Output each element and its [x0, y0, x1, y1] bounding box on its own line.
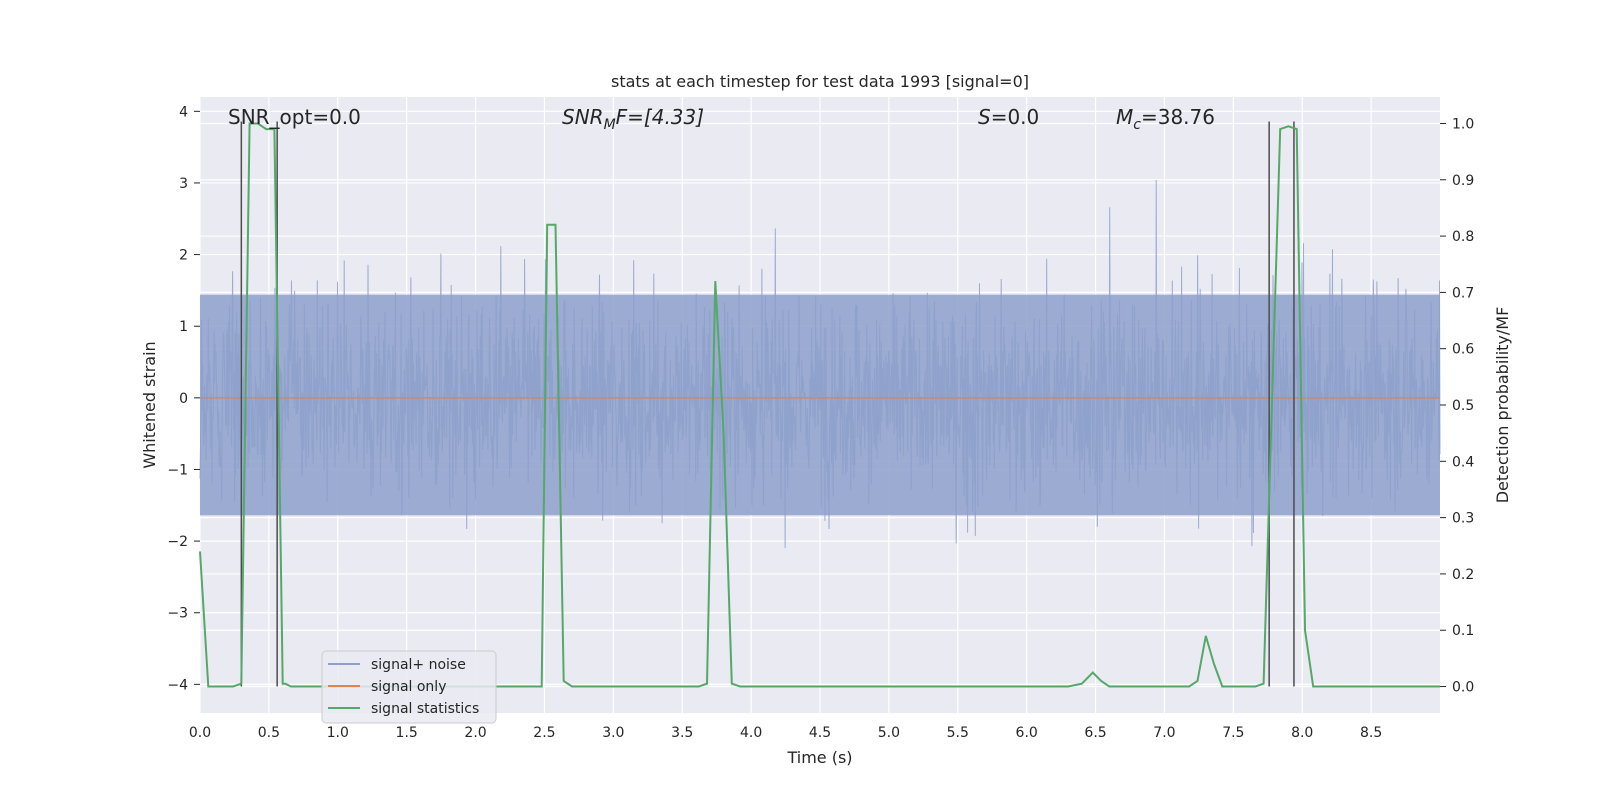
y-tick-label: −3 — [167, 606, 188, 622]
x-tick-label: 5.0 — [878, 725, 900, 741]
x-tick-label: 7.0 — [1153, 725, 1175, 741]
x-tick-label: 2.0 — [464, 725, 486, 741]
x-tick-label: 3.5 — [671, 725, 693, 741]
y-tick-label: 1 — [179, 319, 188, 335]
y-tick-label: 2 — [179, 248, 188, 264]
y2-tick-label: 0.9 — [1452, 173, 1474, 189]
annotation-mc: Mc=38.76 — [1116, 105, 1215, 133]
x-tick-label: 2.5 — [533, 725, 555, 741]
x-tick-label: 7.5 — [1222, 725, 1244, 741]
annotation-s-main: S — [978, 105, 991, 129]
y2-tick-label: 0.0 — [1452, 680, 1474, 696]
axis-ticks: 0.0 0.5 1.0 1.5 2.0 2.5 3.0 3.5 4.0 4.5 5.0 5.5 6.0 6… — [167, 104, 1474, 741]
annotation-mc-sub: c — [1133, 117, 1141, 133]
y-tick-label: −1 — [167, 462, 188, 478]
y2-tick-label: 0.3 — [1452, 511, 1474, 527]
y2-tick-label: 1.0 — [1452, 116, 1474, 132]
y-tick-label: 3 — [179, 176, 188, 192]
x-tick-label: 4.5 — [809, 725, 831, 741]
y2-tick-label: 0.8 — [1452, 229, 1474, 245]
y2-tick-label: 0.7 — [1452, 285, 1474, 301]
y2-tick-label: 0.1 — [1452, 623, 1474, 639]
annotation-snr-opt: SNR_opt=0.0 — [228, 105, 361, 129]
annotation-snr-mf: SNRMF=[4.33] — [562, 105, 704, 133]
y2-tick-label: 0.4 — [1452, 454, 1474, 470]
x-tick-label: 6.5 — [1084, 725, 1106, 741]
x-axis-label: Time (s) — [786, 748, 852, 767]
annotation-mc-tail: =38.76 — [1141, 105, 1215, 129]
annotation-snr-mf-tail: F=[4.33] — [616, 105, 704, 129]
y2-tick-label: 0.2 — [1452, 567, 1474, 583]
legend-label-signal-plus-noise: signal+ noise — [371, 657, 466, 673]
x-tick-label: 6.0 — [1016, 725, 1038, 741]
y-tick-label: 4 — [179, 104, 188, 120]
x-tick-label: 3.0 — [602, 725, 624, 741]
legend-label-signal-statistics: signal statistics — [371, 701, 479, 717]
y-axis-label: Whitened strain — [140, 341, 159, 468]
x-tick-label: 1.5 — [396, 725, 418, 741]
y2-axis-label: Detection probability/MF — [1493, 307, 1512, 504]
legend-box — [321, 650, 497, 724]
annotation-snr-mf-main: SNR — [562, 105, 604, 129]
y2-tick-label: 0.5 — [1452, 398, 1474, 414]
annotation-mc-main: M — [1116, 105, 1133, 129]
x-tick-label: 4.0 — [740, 725, 762, 741]
y-tick-label: −4 — [167, 677, 188, 693]
series-signal-statistics — [199, 122, 1440, 688]
x-tick-label: 1.0 — [327, 725, 349, 741]
y-tick-label: −2 — [167, 534, 188, 550]
vertical-markers — [240, 121, 1295, 687]
chart-title: stats at each timestep for test data 199… — [611, 72, 1029, 91]
annotation-snr-mf-sub: M — [604, 117, 616, 133]
x-tick-label: 8.5 — [1360, 725, 1382, 741]
x-tick-label: 0.0 — [189, 725, 211, 741]
legend: signal+ noise signal only signal statist… — [321, 650, 497, 724]
x-tick-label: 0.5 — [258, 725, 280, 741]
annotation-s: S=0.0 — [978, 105, 1039, 129]
x-tick-label: 8.0 — [1291, 725, 1313, 741]
annotation-s-tail: =0.0 — [991, 105, 1040, 129]
x-tick-label: 5.5 — [947, 725, 969, 741]
y-tick-label: 0 — [179, 391, 188, 407]
y2-tick-label: 0.6 — [1452, 342, 1474, 358]
legend-label-signal-only: signal only — [371, 679, 446, 695]
